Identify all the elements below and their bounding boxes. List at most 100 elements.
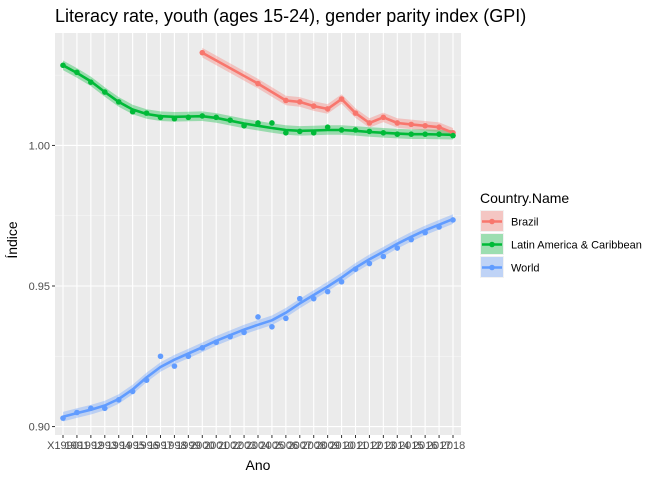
data-point [171, 115, 178, 122]
x-tick-label: 2017 [427, 440, 451, 452]
data-point [74, 69, 80, 76]
data-point [241, 329, 247, 336]
legend: Country.Name Brazil Latin America & Carib… [480, 190, 642, 278]
data-point [338, 96, 345, 102]
series-line [62, 217, 454, 418]
data-point [408, 121, 415, 128]
data-point [422, 229, 428, 236]
x-tick-label: 1999 [176, 440, 200, 452]
data-point [380, 253, 387, 260]
data-point [394, 120, 401, 126]
data-point [408, 236, 415, 243]
x-tick-label: 2011 [344, 440, 368, 452]
y-axis-title: Índice [4, 221, 20, 259]
data-point [366, 120, 373, 126]
data-point [101, 89, 108, 95]
data-point [296, 99, 303, 105]
data-point [422, 131, 428, 138]
data-point [115, 99, 122, 105]
data-point [185, 114, 192, 121]
data-point [88, 79, 94, 85]
data-point [450, 132, 456, 139]
data-point [213, 339, 220, 346]
data-point [394, 131, 401, 138]
data-point [310, 103, 317, 109]
data-point [422, 122, 428, 129]
data-point [310, 129, 317, 136]
data-point [283, 129, 289, 136]
data-point [157, 353, 164, 360]
data-point [380, 114, 387, 121]
data-point [352, 110, 359, 116]
data-point [436, 124, 442, 130]
x-tick-label: 2012 [357, 440, 381, 452]
data-point [296, 128, 303, 135]
x-tick-label: 2007 [288, 440, 312, 452]
data-point [283, 315, 289, 322]
legend-key-point [489, 241, 495, 248]
data-point [408, 131, 415, 138]
x-tick-label: 2016 [413, 440, 437, 452]
data-point [352, 266, 359, 272]
data-point [88, 405, 94, 412]
data-point [171, 363, 178, 369]
data-point [324, 124, 331, 130]
data-point [157, 114, 164, 121]
data-point [310, 295, 317, 302]
data-point [380, 129, 387, 136]
x-tick-label: 2002 [218, 440, 242, 452]
data-point [255, 120, 261, 126]
data-point [129, 108, 136, 115]
data-point [352, 127, 359, 133]
x-tick-label: 2010 [329, 440, 353, 452]
data-point [450, 217, 456, 223]
x-tick-label: 1997 [148, 440, 172, 452]
data-point [241, 122, 247, 129]
data-point [255, 314, 261, 320]
legend-title: Country.Name [480, 190, 569, 206]
legend-key-point [489, 218, 495, 225]
x-tick-label: 1993 [93, 440, 117, 452]
x-tick-label: 2015 [399, 440, 423, 452]
series-line [62, 64, 454, 137]
y-tick-label: 0.90 [29, 422, 50, 434]
data-point [436, 224, 442, 230]
x-tick-label: 2000 [190, 440, 214, 452]
legend-key-point [489, 264, 495, 271]
legend-label: Latin America & Caribbean [511, 240, 642, 252]
data-point [366, 128, 373, 135]
data-point [143, 110, 150, 116]
legend-items: Brazil Latin America & Caribbean World [480, 210, 642, 278]
x-tick-label: 2013 [371, 440, 395, 452]
x-axis-title: Ano [246, 457, 271, 473]
major-gridlines [55, 33, 461, 435]
x-tick-label: 2018 [441, 440, 465, 452]
x-tick-label: 1996 [134, 440, 158, 452]
data-point [366, 260, 373, 267]
legend-label: Brazil [511, 217, 539, 229]
data-point [283, 97, 289, 104]
data-points [60, 49, 456, 421]
confidence-band [63, 214, 453, 422]
data-point [199, 113, 206, 119]
data-point [227, 333, 233, 340]
data-point [115, 397, 122, 403]
data-point [101, 405, 108, 412]
x-axis-ticks: X199019911992199319941995199619971998199… [47, 435, 465, 452]
x-tick-label: X1990 [47, 440, 79, 452]
x-tick-label: 1998 [162, 440, 186, 452]
x-tick-label: 2014 [385, 440, 409, 452]
data-point [255, 80, 261, 87]
x-tick-label: 1995 [120, 440, 144, 452]
y-tick-label: 0.95 [29, 281, 50, 293]
data-point [185, 353, 192, 360]
data-point [338, 278, 345, 285]
x-tick-label: 2006 [274, 440, 298, 452]
data-point [74, 409, 80, 416]
data-point [436, 131, 442, 138]
legend-label: World [511, 263, 540, 275]
data-point [129, 388, 136, 395]
data-point [269, 120, 275, 126]
x-tick-label: 2008 [301, 440, 325, 452]
data-point [60, 415, 66, 421]
